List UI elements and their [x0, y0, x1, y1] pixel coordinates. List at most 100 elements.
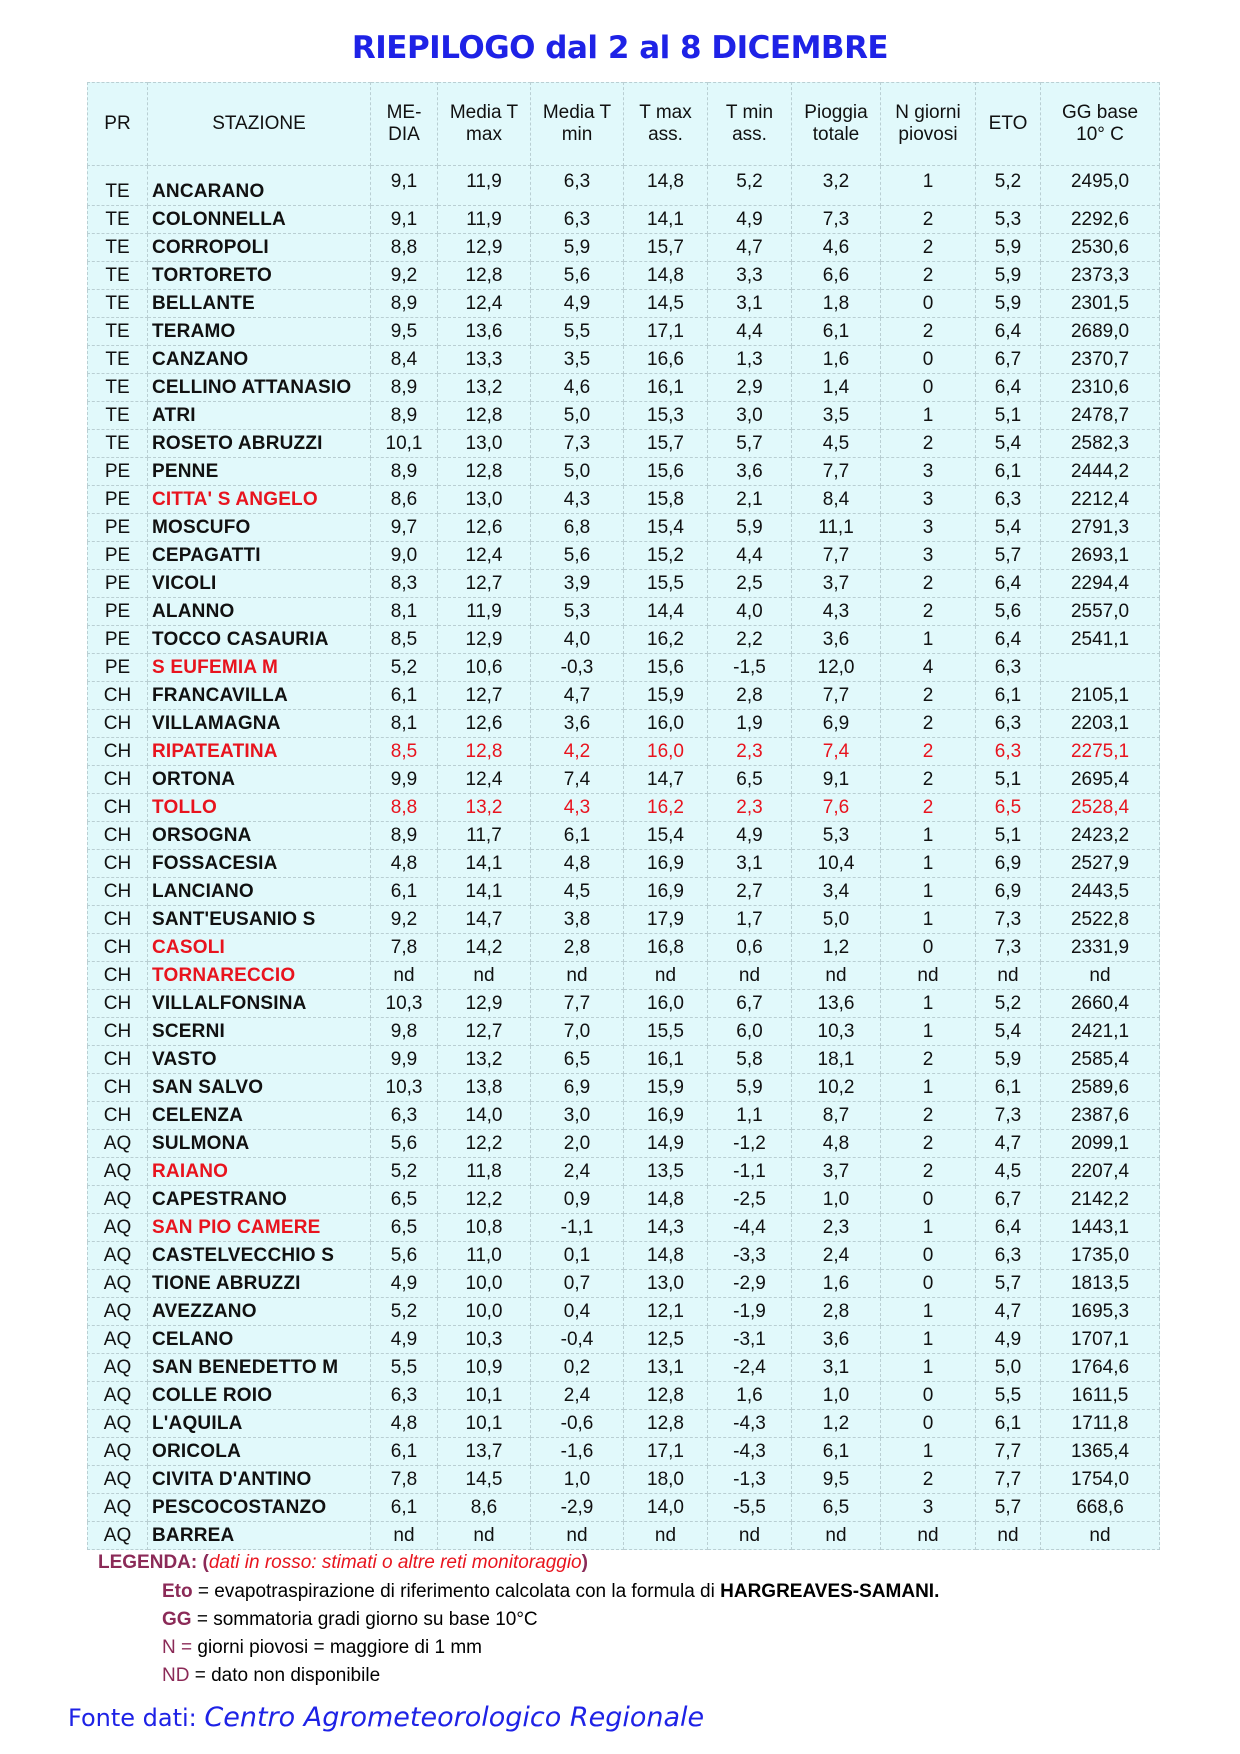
- value-cell: 5,9: [707, 1073, 792, 1102]
- table-row: CH TOLLO 8,8 13,2 4,3 16,2 2,3 7,6 2 6,5 2528,4: [87, 793, 1160, 822]
- table-row: PE S EUFEMIA M 5,2 10,6 -0,3 15,6 -1,5 12,0 4 6,3: [87, 653, 1160, 682]
- value-cell: 6,1: [791, 1437, 881, 1466]
- value-cell: -1,3: [707, 1465, 792, 1494]
- value-cell: 14,1: [623, 205, 708, 234]
- province-cell: CH: [87, 737, 148, 766]
- value-cell: 4,7: [530, 681, 624, 710]
- value-cell: 14,7: [437, 905, 531, 934]
- value-cell: 9,2: [370, 261, 438, 290]
- province-cell: TE: [87, 345, 148, 374]
- value-cell: 1: [880, 1353, 976, 1382]
- province-cell: CH: [87, 877, 148, 906]
- station-name-cell: CELENZA: [147, 1101, 371, 1130]
- province-cell: CH: [87, 681, 148, 710]
- value-cell: 4,0: [530, 625, 624, 654]
- value-cell: 1: [880, 821, 976, 850]
- value-cell: 9,8: [370, 1017, 438, 1046]
- value-cell: 11,8: [437, 1157, 531, 1186]
- value-cell: 5,3: [530, 597, 624, 626]
- value-cell: 8,9: [370, 457, 438, 486]
- value-cell: 12,7: [437, 681, 531, 710]
- value-cell: 15,9: [623, 1073, 708, 1102]
- value-cell: 1: [880, 989, 976, 1018]
- province-cell: AQ: [87, 1129, 148, 1158]
- value-cell: 1611,5: [1040, 1381, 1160, 1410]
- value-cell: nd: [1040, 961, 1160, 990]
- value-cell: 2373,3: [1040, 261, 1160, 290]
- value-cell: 8,1: [370, 597, 438, 626]
- table-row: TE CORROPOLI 8,8 12,9 5,9 15,7 4,7 4,6 2 5,9 2530,…: [87, 233, 1160, 262]
- value-cell: 2: [880, 1101, 976, 1130]
- source-label: Fonte dati:: [68, 1704, 205, 1732]
- value-cell: 7,6: [791, 793, 881, 822]
- value-cell: 15,7: [623, 233, 708, 262]
- value-cell: 6,3: [530, 165, 624, 206]
- value-cell: 1,7: [707, 905, 792, 934]
- value-cell: 4,6: [791, 233, 881, 262]
- value-cell: 2444,2: [1040, 457, 1160, 486]
- value-cell: 1,0: [791, 1381, 881, 1410]
- value-cell: 6,3: [370, 1101, 438, 1130]
- value-cell: 1: [880, 1437, 976, 1466]
- value-cell: 1,9: [707, 709, 792, 738]
- station-name-cell: ORSOGNA: [147, 821, 371, 850]
- table-row: PE ALANNO 8,1 11,9 5,3 14,4 4,0 4,3 2 5,6 2557,0: [87, 597, 1160, 626]
- table-row: TE COLONNELLA 9,1 11,9 6,3 14,1 4,9 7,3 2 5,3 2292…: [87, 205, 1160, 234]
- value-cell: 14,5: [623, 289, 708, 318]
- value-cell: 2142,2: [1040, 1185, 1160, 1214]
- value-cell: 5,0: [791, 905, 881, 934]
- station-name-cell: ORTONA: [147, 765, 371, 794]
- value-cell: 11,7: [437, 821, 531, 850]
- value-cell: 2212,4: [1040, 485, 1160, 514]
- province-cell: CH: [87, 961, 148, 990]
- station-name-cell: CEPAGATTI: [147, 541, 371, 570]
- station-name-cell: SAN PIO CAMERE: [147, 1213, 371, 1242]
- value-cell: 10,0: [437, 1269, 531, 1298]
- value-cell: 16,9: [623, 1101, 708, 1130]
- table-row: AQ SAN BENEDETTO M 5,5 10,9 0,2 13,1 -2,4 3,1 1 5…: [87, 1353, 1160, 1382]
- value-cell: 2207,4: [1040, 1157, 1160, 1186]
- station-name-cell: FRANCAVILLA: [147, 681, 371, 710]
- value-cell: -0,4: [530, 1325, 624, 1354]
- value-cell: 13,0: [623, 1269, 708, 1298]
- value-cell: 1695,3: [1040, 1297, 1160, 1326]
- table-header-row: PR STAZIONE ME- DIA Media T max Media T min T…: [87, 82, 1160, 166]
- value-cell: 12,7: [437, 1017, 531, 1046]
- station-name-cell: ROSETO ABRUZZI: [147, 429, 371, 458]
- value-cell: 10,3: [791, 1017, 881, 1046]
- value-cell: 4,8: [370, 849, 438, 878]
- value-cell: 2695,4: [1040, 765, 1160, 794]
- value-cell: 3,6: [791, 1325, 881, 1354]
- table-row: CH CELENZA 6,3 14,0 3,0 16,9 1,1 8,7 2 7,3 2387,6: [87, 1101, 1160, 1130]
- table-row: PE CEPAGATTI 9,0 12,4 5,6 15,2 4,4 7,7 3 5,7 2693,…: [87, 541, 1160, 570]
- station-name-cell: COLONNELLA: [147, 205, 371, 234]
- value-cell: 6,9: [530, 1073, 624, 1102]
- province-cell: CH: [87, 765, 148, 794]
- legend-eto: Eto = evapotraspirazione di riferimento …: [162, 1581, 939, 1603]
- value-cell: -5,5: [707, 1493, 792, 1522]
- column-header: N giorni piovosi: [880, 82, 976, 166]
- province-cell: PE: [87, 513, 148, 542]
- station-name-cell: TERAMO: [147, 317, 371, 346]
- value-cell: 8,8: [370, 793, 438, 822]
- value-cell: 9,1: [791, 765, 881, 794]
- value-cell: 10,3: [370, 1073, 438, 1102]
- province-cell: TE: [87, 401, 148, 430]
- value-cell: 13,7: [437, 1437, 531, 1466]
- value-cell: 7,8: [370, 933, 438, 962]
- province-cell: TE: [87, 429, 148, 458]
- value-cell: 12,2: [437, 1129, 531, 1158]
- value-cell: 4,5: [791, 429, 881, 458]
- value-cell: 5,2: [975, 165, 1041, 206]
- value-cell: 2693,1: [1040, 541, 1160, 570]
- value-cell: 1: [880, 905, 976, 934]
- province-cell: TE: [87, 165, 148, 206]
- value-cell: 3,1: [707, 289, 792, 318]
- value-cell: 13,8: [437, 1073, 531, 1102]
- value-cell: 2,9: [707, 373, 792, 402]
- value-cell: 17,9: [623, 905, 708, 934]
- station-name-cell: TORTORETO: [147, 261, 371, 290]
- value-cell: 8,6: [370, 485, 438, 514]
- value-cell: 14,8: [623, 165, 708, 206]
- value-cell: 6,3: [530, 205, 624, 234]
